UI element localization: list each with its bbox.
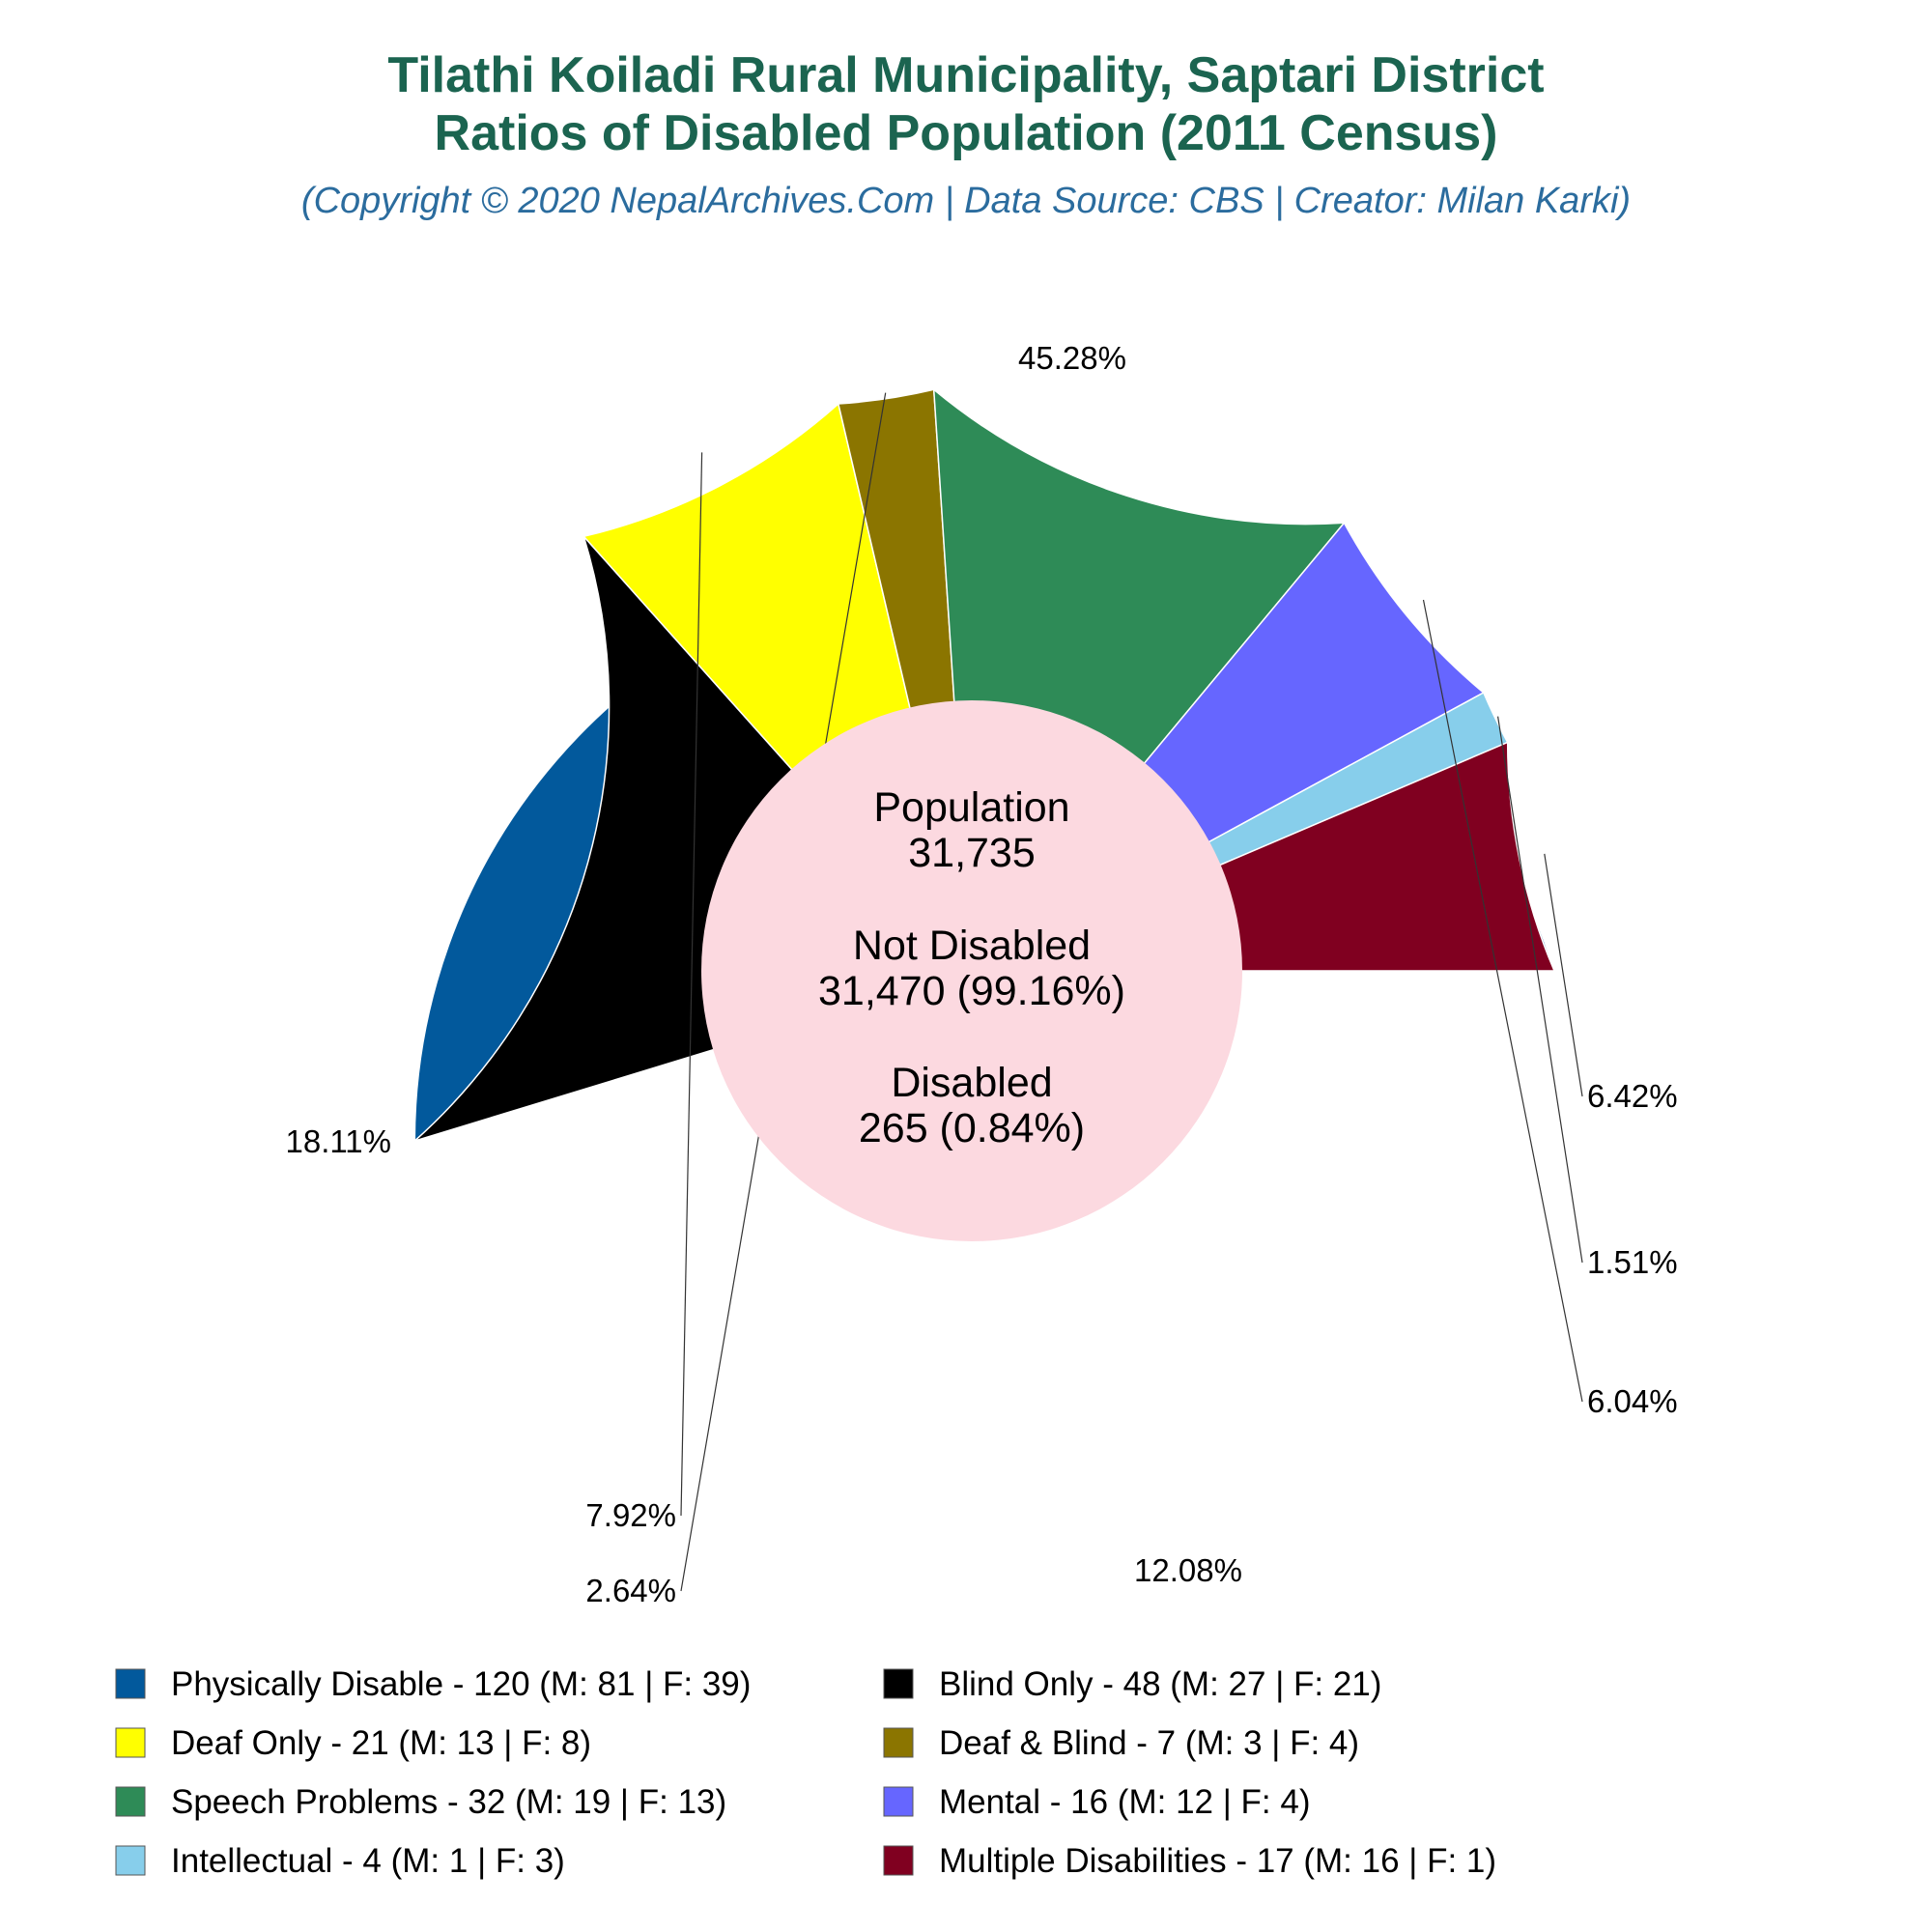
legend-swatch-blind-only [883,1668,914,1699]
legend-swatch-intellectual [115,1845,146,1876]
center-population-value: 31,735 [908,830,1036,876]
legend: Physically Disable - 120 (M: 81 | F: 39)… [115,1665,1496,1880]
pct-label-intellectual: 1.51% [1587,1244,1678,1280]
pct-label-deaf-and-blind: 2.64% [585,1573,676,1608]
leader-line-multiple-disabilities [1544,853,1583,1097]
legend-swatch-deaf-only [115,1727,146,1758]
center-circle [701,700,1242,1241]
legend-label-multiple-disabilities: Multiple Disabilities - 17 (M: 16 | F: 1… [939,1842,1496,1880]
chart-title-line-2: Ratios of Disabled Population (2011 Cens… [435,105,1498,161]
pct-label-speech-problems: 12.08% [1134,1552,1242,1588]
center-disabled-label: Disabled [891,1060,1052,1106]
legend-label-mental: Mental - 16 (M: 12 | F: 4) [939,1783,1311,1821]
percentage-labels: 45.28% 18.11% 7.92% 2.64% 12.08% 6.04% 1.51% 6.… [286,340,1678,1608]
legend-label-deaf-and-blind: Deaf & Blind - 7 (M: 3 | F: 4) [939,1724,1359,1762]
legend-label-speech-problems: Speech Problems - 32 (M: 19 | F: 13) [171,1783,726,1821]
leader-line-deaf-only [680,452,703,1517]
legend-swatch-mental [883,1786,914,1817]
legend-label-physically-disable: Physically Disable - 120 (M: 81 | F: 39) [171,1665,751,1703]
pct-label-deaf-only: 7.92% [585,1497,676,1533]
pct-label-mental: 6.04% [1587,1383,1678,1419]
center-population-label: Population [873,784,1069,831]
legend-swatch-physically-disable [115,1668,146,1699]
center-not-disabled-label: Not Disabled [853,923,1091,969]
legend-label-intellectual: Intellectual - 4 (M: 1 | F: 3) [171,1842,565,1880]
pct-label-physically-disable: 45.28% [1018,340,1126,376]
legend-swatch-multiple-disabilities [883,1845,914,1876]
pct-label-multiple-disabilities: 6.42% [1587,1078,1678,1114]
pct-label-blind-only: 18.11% [286,1123,391,1159]
legend-swatch-deaf-and-blind [883,1727,914,1758]
center-disabled-value: 265 (0.84%) [859,1105,1085,1151]
leader-line-mental [1422,599,1583,1403]
legend-label-blind-only: Blind Only - 48 (M: 27 | F: 21) [939,1665,1381,1703]
legend-label-deaf-only: Deaf Only - 21 (M: 13 | F: 8) [171,1724,591,1762]
center-not-disabled-value: 31,470 (99.16%) [818,968,1125,1014]
leader-line-intellectual [1497,716,1583,1264]
chart-title-line-1: Tilathi Koiladi Rural Municipality, Sapt… [387,47,1544,103]
legend-swatch-speech-problems [115,1786,146,1817]
chart-subtitle: (Copyright © 2020 NepalArchives.Com | Da… [301,181,1631,221]
